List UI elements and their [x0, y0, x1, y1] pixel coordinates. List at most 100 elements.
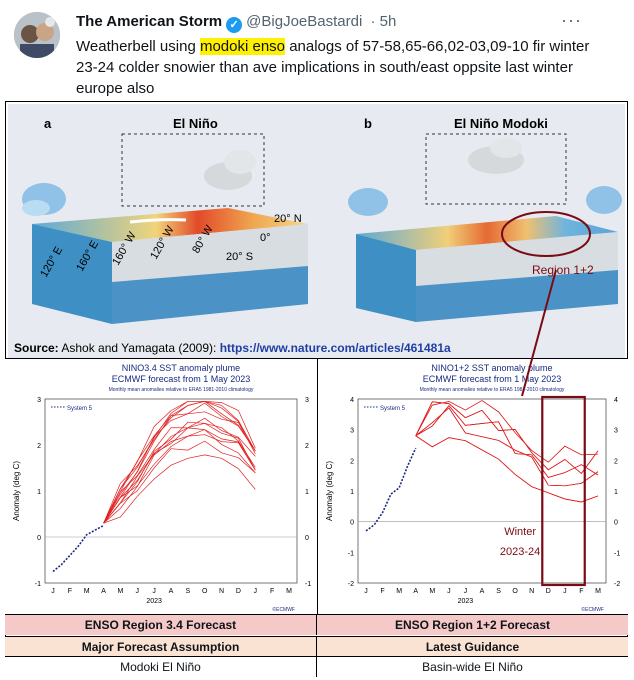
month-label: J [51, 588, 55, 595]
plot-note: Monthly mean anomalies relative to ERA5 … [109, 387, 254, 393]
y-tick-label: 0 [37, 535, 41, 542]
cloud-icon [204, 150, 256, 190]
y-tick-label: 4 [350, 397, 354, 404]
y-tick-label: 0 [350, 520, 354, 527]
y-tick-label: 1 [37, 489, 41, 496]
assumption-value: Modoki El Niño [5, 657, 317, 677]
month-label: M [595, 588, 601, 595]
ecmwf-logo: ©ECMWF [272, 606, 295, 613]
more-options-icon[interactable]: ··· [561, 10, 582, 30]
plot-subtitle: ECMWF forecast from 1 May 2023 [423, 374, 562, 384]
month-label: J [447, 588, 451, 595]
y-tick-label: 2 [37, 443, 41, 450]
month-label: M [118, 588, 124, 595]
y-tick-label-right: 3 [614, 428, 618, 435]
month-label: M [429, 588, 435, 595]
plot-frame [44, 398, 298, 584]
avatar[interactable] [14, 12, 60, 58]
source-link[interactable]: https://www.nature.com/articles/461481a [219, 341, 451, 355]
nino12-member-line [415, 435, 599, 503]
forecast-labels-row: ENSO Region 3.4 Forecast ENSO Region 1+2… [5, 614, 628, 635]
winter-label: Winter [504, 526, 536, 538]
nino12-member-line [415, 401, 599, 475]
y-tick-label-right: -2 [614, 581, 620, 588]
tweet-text-post: analogs of 57-58,65-66,02-03,09-10 fir w… [76, 38, 590, 97]
y-tick-label-right: 2 [305, 443, 309, 450]
month-label: S [186, 588, 191, 595]
nino34-member-line [103, 421, 256, 524]
month-label: M [286, 588, 292, 595]
winter-highlight-box [541, 395, 586, 587]
region34-label: ENSO Region 3.4 Forecast [5, 615, 317, 635]
guidance-header: Latest Guidance [317, 637, 628, 657]
year-label: 2023 [458, 598, 474, 605]
nino34-member-line [103, 400, 256, 524]
y-tick-label-right: 1 [305, 489, 309, 496]
month-label: F [270, 588, 274, 595]
assumption-header: Major Forecast Assumption [5, 637, 317, 657]
lat-20n-a: 20° N [274, 213, 302, 225]
y-axis-label: Anomaly (deg C) [12, 461, 21, 521]
nino12-member-line [415, 407, 599, 487]
nino12-member-line [415, 400, 599, 463]
author-handle[interactable]: @BigJoeBastardi [246, 13, 363, 30]
nino34-member-line [103, 440, 256, 524]
nino34-member-line [103, 400, 256, 524]
author-line: The American Storm ✓ @BigJoeBastardi · 5h [76, 13, 396, 33]
month-label: J [152, 588, 156, 595]
legend-label: System 5 [67, 406, 93, 412]
panel-a: a El Niño 20° N 0° 20° S 120° E 160° E 1… [22, 116, 308, 324]
tweet-text: Weatherbell using modoki enso analogs of… [76, 36, 606, 99]
y-tick-label: -1 [35, 581, 41, 588]
month-label: M [396, 588, 402, 595]
nino34-member-line [103, 402, 256, 524]
y-tick-label-right: 2 [614, 458, 618, 465]
panel-b-letter: b [364, 116, 372, 131]
enso-diagram-svg: a El Niño 20° N 0° 20° S 120° E 160° E 1… [22, 116, 622, 324]
avatar-image [14, 12, 60, 58]
month-label: N [219, 588, 224, 595]
timestamp[interactable]: · 5h [370, 13, 397, 30]
month-label: A [480, 588, 485, 595]
month-label: J [563, 588, 567, 595]
region12-label: ENSO Region 1+2 Forecast [317, 615, 628, 635]
lat-0-a: 0° [260, 232, 271, 244]
month-label: D [546, 588, 551, 595]
nino12-member-line [415, 400, 599, 463]
nino34-member-line [103, 434, 256, 524]
assumption-value-row: Modoki El Niño Basin-wide El Niño [5, 656, 628, 677]
author-name[interactable]: The American Storm [76, 13, 223, 30]
month-label: F [68, 588, 72, 595]
month-label: J [364, 588, 368, 595]
panel-a-letter: a [44, 116, 52, 131]
nino34-member-line [103, 454, 256, 524]
guidance-value: Basin-wide El Niño [317, 657, 628, 677]
source-line: Source: Ashok and Yamagata (2009): https… [14, 341, 451, 355]
verified-badge-icon: ✓ [226, 17, 243, 33]
panel-a-title: El Niño [173, 116, 218, 131]
month-label: A [413, 588, 418, 595]
source-label: Source: [14, 341, 59, 355]
month-label: A [101, 588, 106, 595]
month-label: O [512, 588, 518, 595]
plot-frame [357, 398, 607, 584]
nino12-member-line [415, 435, 599, 503]
tweet-text-highlight: modoki enso [199, 38, 286, 55]
month-label: D [236, 588, 241, 595]
month-label: J [254, 588, 257, 595]
winter-years-label: 2023-24 [500, 546, 540, 558]
nino34-member-line [103, 422, 256, 524]
plot-title: NINO3.4 SST anomaly plume [122, 363, 240, 373]
cloud-icon [468, 138, 524, 174]
region-1-2-label: Region 1+2 [532, 263, 594, 277]
y-tick-label-right: 0 [305, 535, 309, 542]
y-tick-label: 3 [37, 397, 41, 404]
y-tick-label: 3 [350, 428, 354, 435]
month-label: F [380, 588, 384, 595]
month-label: F [579, 588, 583, 595]
panel-b: b El Niño Modoki Region 1+2 [348, 116, 622, 322]
month-label: J [136, 588, 140, 595]
y-tick-label: -2 [348, 581, 354, 588]
y-tick-label: 2 [350, 458, 354, 465]
wind-face-icon [22, 183, 66, 216]
